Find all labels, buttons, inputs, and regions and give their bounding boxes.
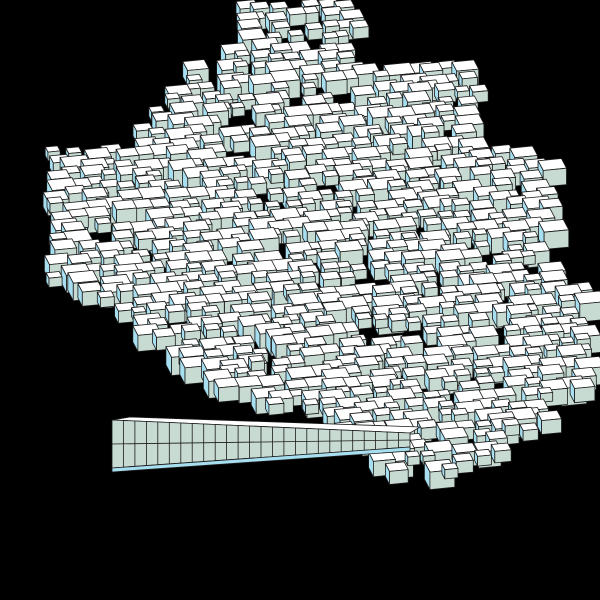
- voxel-cube: [213, 376, 240, 403]
- beam-grid-line: [111, 439, 411, 445]
- voxel-cube: [285, 6, 307, 27]
- voxel-cube: [321, 169, 339, 187]
- voxel-cube: [354, 312, 373, 330]
- voxel-cube: [384, 461, 409, 485]
- voxel-cube: [271, 20, 291, 40]
- voxel-cube: [134, 230, 157, 253]
- voxel-cube: [321, 70, 348, 97]
- voxel-cube: [229, 133, 250, 154]
- voxel-cube: [334, 239, 364, 269]
- voxel-cube: [471, 228, 488, 244]
- voxel-cube: [404, 450, 421, 467]
- voxel-cube: [372, 313, 389, 330]
- voxel-cube: [405, 316, 422, 333]
- voxel-cube: [519, 422, 539, 442]
- voxel-cube: [474, 448, 492, 467]
- voxel-cube: [248, 354, 265, 372]
- voxel-cube: [441, 462, 459, 480]
- voxel-cube: [46, 196, 64, 214]
- voxel-cube: [441, 375, 458, 392]
- voxel-cube: [114, 301, 137, 324]
- voxel-cube: [300, 81, 317, 98]
- voxel-cube: [111, 199, 138, 225]
- voxel-cube: [270, 81, 290, 100]
- voxel-beam: [111, 416, 421, 473]
- voxel-cloud: [42, 0, 600, 491]
- voxel-cube: [96, 290, 115, 309]
- voxel-cube: [265, 396, 285, 416]
- voxel-cube: [421, 281, 439, 299]
- voxel-cube: [247, 197, 264, 214]
- voxel-cube: [537, 386, 554, 403]
- voxel-cube: [267, 167, 285, 184]
- voxel-cube: [536, 409, 562, 435]
- voxel-cube: [569, 377, 596, 404]
- voxel-cube: [389, 136, 409, 156]
- voxel-cube: [229, 101, 246, 118]
- voxel-cube: [232, 60, 250, 77]
- voxel-cube: [164, 92, 181, 109]
- voxel-cube: [490, 442, 512, 464]
- voxel-cube: [45, 271, 63, 288]
- voxel-cube: [349, 19, 370, 40]
- voxel-cube: [247, 176, 268, 196]
- voxel-cube: [164, 303, 186, 325]
- voxel-cube: [304, 21, 324, 41]
- voxel-cube: [94, 216, 112, 234]
- beam-bottom-face: [111, 446, 411, 473]
- voxel-cube: [302, 398, 320, 415]
- voxel-cube: [387, 312, 408, 333]
